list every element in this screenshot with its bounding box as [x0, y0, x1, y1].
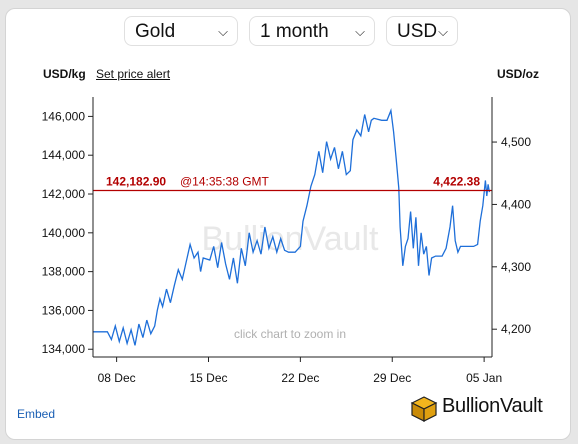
- x-tick-label: 22 Dec: [281, 371, 319, 385]
- zoom-hint: click chart to zoom in: [234, 327, 346, 341]
- bullionvault-logo-icon: [410, 396, 438, 422]
- y-tick-label: 134,000: [42, 342, 86, 356]
- x-tick-label: 08 Dec: [98, 371, 136, 385]
- x-tick-label: 05 Jan: [466, 371, 502, 385]
- metal-select-value: Gold: [135, 21, 176, 42]
- currency-select-value: USD: [397, 21, 438, 42]
- y2-tick-label: 4,300: [501, 260, 531, 274]
- left-axis-unit: USD/kg: [43, 67, 86, 81]
- chart-panel: [5, 8, 571, 440]
- y-tick-label: 138,000: [42, 265, 86, 279]
- current-price-kg: 142,182.90: [106, 174, 166, 188]
- set-price-alert-link[interactable]: Set price alert: [96, 67, 171, 81]
- y2-tick-label: 4,500: [501, 135, 531, 149]
- right-axis-unit: USD/oz: [497, 67, 539, 81]
- period-select[interactable]: 1 month ⌵: [249, 16, 375, 46]
- series-line: [93, 108, 491, 346]
- brand-name: BullionVault: [442, 395, 543, 417]
- y-tick-label: 140,000: [42, 226, 86, 240]
- current-price-time: @14:35:38 GMT: [180, 174, 270, 188]
- embed-link[interactable]: Embed: [17, 407, 56, 421]
- chevron-down-icon: ⌵: [355, 24, 365, 39]
- chevron-down-icon: ⌵: [438, 24, 448, 39]
- y2-tick-label: 4,400: [501, 197, 531, 211]
- x-tick-label: 15 Dec: [189, 371, 227, 385]
- y-tick-label: 144,000: [42, 148, 86, 162]
- current-price-oz: 4,422.38: [433, 174, 480, 188]
- metal-select[interactable]: Gold ⌵: [124, 16, 238, 46]
- y-tick-label: 142,000: [42, 187, 86, 201]
- y-tick-label: 136,000: [42, 303, 86, 317]
- period-select-value: 1 month: [260, 21, 329, 42]
- y2-tick-label: 4,200: [501, 322, 531, 336]
- y-tick-label: 146,000: [42, 109, 86, 123]
- x-tick-label: 29 Dec: [373, 371, 411, 385]
- currency-select[interactable]: USD ⌵: [386, 16, 458, 46]
- chevron-down-icon: ⌵: [218, 24, 228, 39]
